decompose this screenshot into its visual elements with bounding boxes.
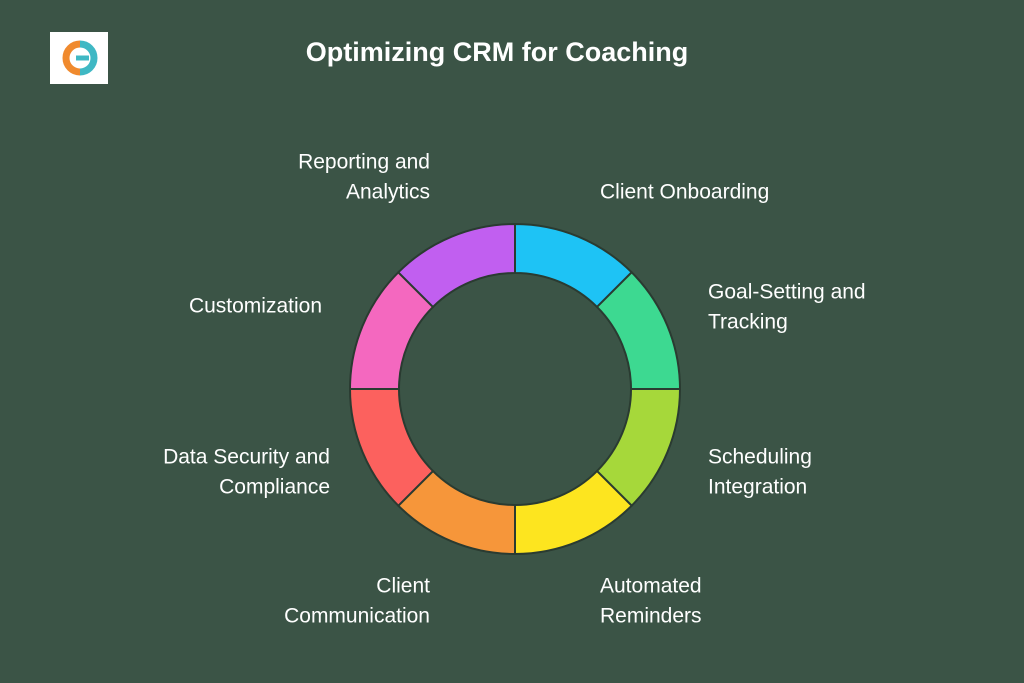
segment-label: Reporting and: [298, 151, 430, 174]
segment-label: Client Onboarding: [600, 181, 769, 204]
segment-label: Communication: [284, 605, 430, 628]
segment-label: Compliance: [219, 476, 330, 499]
segment-label: Reminders: [600, 605, 702, 628]
title: Optimizing CRM for Coaching: [306, 37, 688, 67]
segment-label: Client: [376, 575, 430, 598]
segment-label: Data Security and: [163, 446, 330, 469]
segment-label: Tracking: [708, 311, 788, 334]
segment-label: Analytics: [346, 181, 430, 204]
segment-label: Scheduling: [708, 446, 812, 469]
segment-label: Goal-Setting and: [708, 281, 866, 304]
segment-label: Customization: [189, 295, 322, 318]
ring-segment: [396, 222, 516, 309]
segment-label: Integration: [708, 476, 807, 499]
segment-label: Automated: [600, 575, 702, 598]
logo: [50, 32, 108, 84]
